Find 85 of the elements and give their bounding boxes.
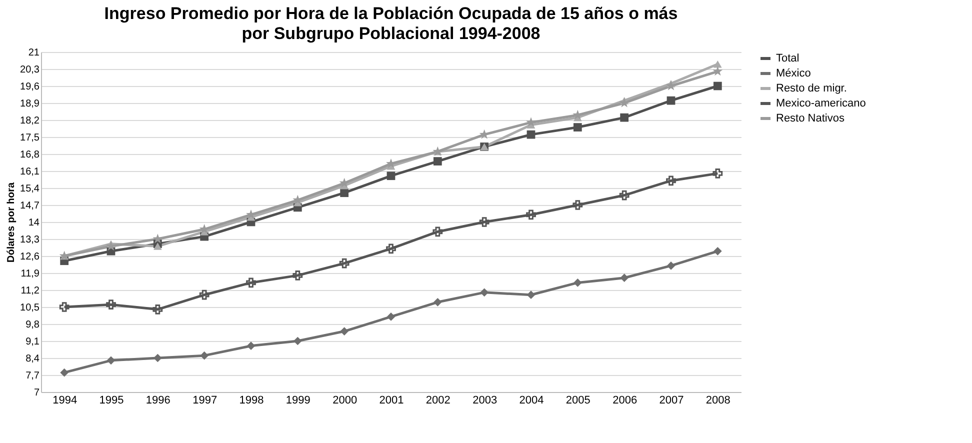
point (666, 96, 676, 105)
point (433, 157, 442, 166)
x-tick-label: 2000 (332, 394, 358, 406)
point (573, 278, 582, 287)
y-axis-title: Dólares por hora (6, 182, 18, 263)
x-tick-label: 1998 (239, 394, 264, 406)
point (292, 270, 303, 280)
legend-label: Resto Nativos (776, 112, 845, 124)
point (339, 258, 350, 268)
chart-title: Ingreso Promedio por Hora de la Población Ocupada de 15 años o más (104, 4, 678, 23)
point (432, 226, 443, 237)
point (386, 312, 396, 321)
x-tick-label: 1996 (146, 394, 170, 406)
point (526, 210, 536, 220)
legend-label: Total (776, 52, 800, 64)
x-tick-label: 1999 (286, 394, 310, 406)
x-tick-label: 2008 (706, 394, 730, 406)
point (713, 246, 722, 256)
point (200, 351, 209, 360)
legend-label: Resto de migr. (776, 82, 847, 94)
y-tick-label: 8,4 (26, 354, 40, 364)
x-tick-label: 1997 (192, 394, 218, 406)
point (572, 200, 583, 210)
legend-label: México (776, 68, 811, 80)
point (199, 290, 210, 300)
y-tick-label: 21 (28, 48, 40, 58)
point (620, 113, 629, 122)
y-tick-label: 14,7 (20, 200, 40, 212)
point (713, 82, 722, 90)
y-tick-label: 11,2 (20, 286, 40, 296)
y-tick-label: 14 (28, 218, 40, 228)
point (340, 327, 349, 336)
point (293, 336, 302, 346)
point (246, 342, 256, 350)
point (526, 117, 536, 127)
point (620, 274, 629, 282)
point (59, 302, 70, 312)
y-tick-label: 16,8 (20, 150, 40, 160)
y-tick-label: 16,1 (20, 166, 40, 178)
x-tick-label: 1994 (52, 394, 78, 406)
y-tick-label: 12,6 (20, 252, 40, 262)
y-tick-label: 13,3 (20, 234, 40, 246)
y-tick-label: 19,6 (20, 82, 40, 92)
y-tick-label: 18,2 (20, 116, 40, 126)
x-tick-label: 2004 (519, 394, 544, 406)
x-tick-label: 2007 (659, 394, 684, 406)
y-tick-label: 7,7 (26, 370, 40, 382)
point (666, 262, 676, 270)
point (60, 368, 69, 377)
point (619, 190, 630, 200)
chart-subtitle: por Subgrupo Poblacional 1994-2008 (242, 24, 540, 43)
point (106, 356, 116, 365)
x-tick-label: 2003 (472, 394, 498, 406)
x-tick-label: 2001 (379, 394, 404, 406)
y-tick-label: 10,5 (20, 302, 40, 314)
y-tick-label: 15,4 (20, 184, 40, 194)
y-tick-label: 17,5 (20, 132, 40, 144)
point (433, 298, 442, 306)
point (713, 60, 722, 68)
point (340, 188, 349, 198)
legend-label: Mexico-americano (776, 98, 866, 110)
x-tick-label: 2002 (426, 394, 450, 406)
point (666, 176, 676, 186)
point (106, 241, 116, 251)
point (386, 172, 396, 180)
point (153, 242, 162, 250)
point (526, 290, 536, 300)
point (246, 278, 256, 288)
x-tick-label: 2006 (612, 394, 638, 406)
y-tick-label: 11,9 (20, 268, 40, 280)
point (386, 244, 396, 254)
point (712, 168, 723, 178)
y-tick-label: 18,9 (20, 98, 40, 110)
y-tick-label: 7 (34, 388, 40, 398)
point (573, 123, 582, 132)
point (479, 217, 490, 227)
x-tick-label: 1995 (99, 394, 124, 406)
y-tick-label: 20,3 (20, 64, 40, 76)
y-tick-label: 9,8 (26, 320, 40, 330)
point (526, 130, 536, 139)
point (152, 304, 163, 314)
x-tick-label: 2005 (566, 394, 590, 406)
point (106, 300, 116, 310)
y-tick-label: 9,1 (26, 336, 40, 348)
point (712, 66, 723, 76)
